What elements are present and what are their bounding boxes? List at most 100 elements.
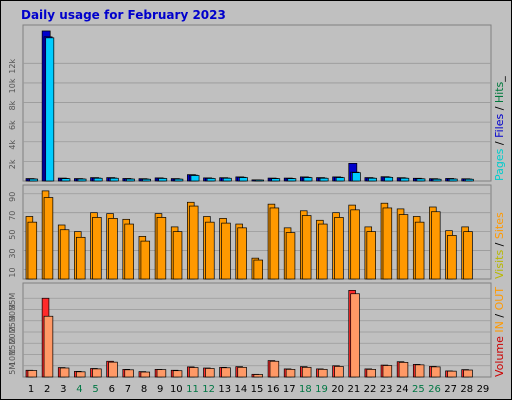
bar-volume-volume-out (43, 315, 54, 378)
x-tick-label: 7 (125, 384, 131, 395)
bar-visits-sites (301, 215, 312, 280)
legend-bottom-entry: IN (493, 321, 506, 336)
bar-hits-pages (238, 177, 248, 182)
x-tick-label: 13 (218, 384, 231, 395)
chart-title: Daily usage for February 2023 (21, 8, 226, 22)
bar-hits-pages (448, 178, 458, 182)
bar-hits-pages (384, 177, 394, 182)
bar-volume-volume-out (398, 362, 409, 378)
x-tick-label: 12 (202, 384, 215, 395)
bar-volume-volume-out (156, 369, 167, 378)
x-tick-label: 6 (109, 384, 115, 395)
panel-border (22, 24, 492, 182)
bar-visits-sites (447, 235, 457, 280)
legend-top: Pages / Files / Hits_ (493, 76, 506, 181)
bar-visits-sites (350, 209, 360, 280)
bar-volume-volume-out (205, 368, 215, 378)
x-tick-label: 9 (157, 384, 163, 395)
bar-volume-volume-out (76, 371, 86, 378)
bar-visits-sites (108, 218, 118, 280)
bar-visits-sites (221, 222, 231, 280)
bar-visits-sites (414, 221, 425, 280)
bar-hits-pages (109, 177, 119, 182)
bar-volume-volume-out (350, 293, 360, 378)
bar-hits-pages (368, 177, 377, 182)
x-tick-label: 21 (347, 384, 360, 395)
y-tick-label: 10k (8, 78, 17, 93)
bar-visits-sites (205, 221, 215, 280)
y-tick-label: 15M (8, 338, 17, 355)
bar-visits-sites (253, 259, 263, 280)
bar-visits-sites (124, 223, 134, 280)
bar-visits-sites (382, 207, 393, 280)
legend-middle-entry: Sites (493, 212, 506, 239)
y-tick-label: 8k (8, 100, 17, 110)
bar-hits-pages (142, 178, 151, 182)
bar-volume-volume-out (92, 368, 102, 378)
x-tick-label: 8 (141, 384, 147, 395)
bar-visits-sites (188, 205, 199, 280)
y-tick-label: 20M (8, 326, 17, 343)
bar-hits-pages (303, 177, 313, 182)
bar-hits-pages (271, 178, 281, 182)
x-tick-label: 2 (44, 384, 50, 395)
bar-hits-pages (126, 178, 135, 182)
bar-volume-volume-out (269, 360, 280, 378)
bar-volume-volume-out (172, 370, 183, 378)
bar-hits-pages (400, 177, 410, 182)
x-tick-label: 27 (444, 384, 457, 395)
legend-top-entry: / (493, 103, 506, 114)
legend-bottom-entry: OUT (493, 287, 506, 311)
bar-visits-sites (172, 231, 183, 280)
y-tick-label: 30M (8, 304, 17, 321)
bar-hits-pages (29, 178, 39, 182)
bar-hits-pages (351, 172, 361, 182)
legend-bottom-entry: / (493, 310, 506, 321)
legend-bottom-entry: Volume (493, 336, 506, 377)
bar-hits-pages (206, 178, 216, 182)
bar-volume-volume-out (221, 367, 231, 378)
legend-top-entry: Pages (493, 148, 506, 181)
x-tick-label: 5 (92, 384, 98, 395)
bar-volume-volume-out (237, 366, 247, 378)
legend-middle-entry: / (493, 239, 506, 250)
x-tick-label: 18 (299, 384, 312, 395)
legend-middle-entry: Visits (493, 250, 506, 279)
x-tick-label: 20 (331, 384, 344, 395)
bar-volume-volume-out (108, 361, 118, 378)
x-tick-label: 25 (412, 384, 425, 395)
y-tick-label: 50 (8, 230, 17, 240)
bar-visits-sites (140, 240, 151, 280)
bar-hits-pages (174, 178, 184, 182)
bar-hits-pages (158, 178, 168, 182)
bar-volume-volume-out (27, 370, 38, 378)
x-tick-label: 15 (251, 384, 264, 395)
legend-bottom: Volume IN / OUT (493, 287, 506, 377)
bar-visits-sites (269, 207, 280, 280)
x-tick-label: 3 (60, 384, 66, 395)
bar-volume-volume-out (59, 367, 70, 378)
x-tick-label: 14 (234, 384, 247, 395)
x-tick-label: 1 (28, 384, 34, 395)
x-tick-label: 16 (267, 384, 280, 395)
y-tick-label: 10M (8, 349, 17, 366)
y-tick-label: 2k (8, 159, 17, 169)
bar-visits-sites (398, 214, 409, 280)
x-tick-label: 29 (477, 384, 490, 395)
x-tick-label: 24 (396, 384, 409, 395)
bar-hits-pages (287, 178, 297, 182)
bar-volume-volume-out (253, 374, 263, 378)
bar-hits-pages (416, 178, 426, 182)
y-tick-label: 35M (8, 293, 17, 310)
y-tick-label: 12k (8, 59, 17, 74)
bar-hits-pages (61, 178, 71, 182)
legend-top-entry: / (493, 138, 506, 149)
y-tick-label: 70 (8, 211, 17, 221)
bar-hits-pages (190, 175, 200, 182)
bar-visits-sites (366, 231, 376, 280)
y-tick-label: 30 (8, 248, 17, 258)
x-tick-label: 22 (364, 384, 377, 395)
legend-middle: Visits / Sites (493, 212, 506, 279)
